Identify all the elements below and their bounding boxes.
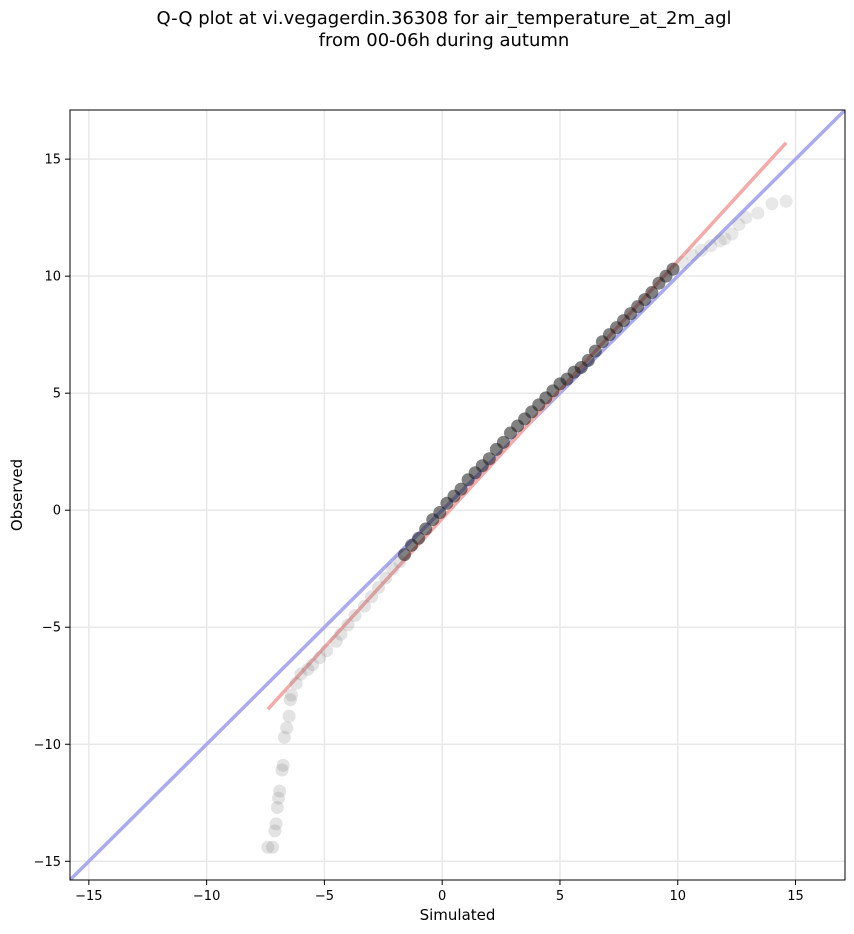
quantile-fit-line: [266, 141, 788, 711]
x-tick-label: −10: [193, 889, 220, 904]
x-tick-label: 10: [669, 889, 686, 904]
qq-point: [419, 522, 433, 536]
qq-point-low-tail: [289, 676, 303, 690]
qq-point-low-tail: [365, 590, 379, 604]
qq-point: [433, 506, 447, 520]
qq-point-low-tail: [280, 721, 294, 735]
qq-point-low-tail: [282, 709, 296, 723]
y-tick-label: −5: [42, 621, 61, 636]
chart-title: Q-Q plot at vi.vegagerdin.36308 for air_…: [0, 8, 854, 52]
qq-point: [666, 262, 680, 276]
qq-point-low-tail: [301, 662, 315, 676]
qq-point-low-tail: [334, 627, 348, 641]
qq-point: [645, 286, 659, 300]
qq-point: [588, 344, 602, 358]
y-tick-label: −15: [34, 855, 61, 870]
qq-point-low-tail: [268, 824, 282, 838]
x-tick-label: −5: [315, 889, 334, 904]
y-tick-label: 15: [44, 153, 61, 168]
qq-point: [412, 531, 426, 545]
qq-point-high-tail: [675, 255, 689, 269]
qq-point-low-tail: [271, 791, 285, 805]
points: [261, 194, 793, 854]
qq-point-low-tail: [273, 784, 287, 798]
qq-point-low-tail: [348, 609, 362, 623]
qq-point-low-tail: [306, 658, 320, 672]
qq-point-low-tail: [357, 599, 371, 613]
y-tick-label: 10: [44, 270, 61, 285]
y-axis-label: Observed: [8, 459, 26, 531]
qq-point-high-tail: [732, 218, 746, 232]
x-tick-label: −15: [75, 889, 102, 904]
qq-point-low-tail: [386, 562, 400, 576]
qq-point-high-tail: [779, 194, 793, 208]
qq-point-high-tail: [713, 234, 727, 248]
qq-point-low-tail: [329, 634, 343, 648]
qq-point-high-tail: [725, 227, 739, 241]
qq-point-high-tail: [718, 232, 732, 246]
qq-point-high-tail: [704, 239, 718, 253]
qq-point-low-tail: [261, 840, 275, 854]
gridlines: [70, 110, 845, 880]
plot-frame: [69, 109, 846, 881]
qq-point-low-tail: [269, 817, 283, 831]
qq-point: [454, 482, 468, 496]
qq-point-low-tail: [276, 758, 290, 772]
x-axis-label: Simulated: [420, 906, 496, 924]
qq-point-low-tail: [284, 688, 298, 702]
qq-point-low-tail: [313, 651, 327, 665]
qq-point-low-tail: [277, 730, 291, 744]
qq-point-low-tail: [372, 580, 386, 594]
x-tick-label: 15: [787, 889, 804, 904]
qq-point-low-tail: [294, 667, 308, 681]
qq-point-low-tail: [341, 618, 355, 632]
x-tick-label: 0: [438, 889, 446, 904]
qq-point-low-tail: [275, 763, 289, 777]
qq-point-low-tail: [270, 800, 284, 814]
qq-point: [482, 452, 496, 466]
qq-point: [581, 353, 595, 367]
qq-point-high-tail: [739, 211, 753, 225]
chart-title-line-2: from 00-06h during autumn: [318, 30, 570, 51]
qq-point-low-tail: [379, 571, 393, 585]
y-tick-label: −10: [34, 738, 61, 753]
y-tick-label: 0: [53, 504, 61, 519]
qq-point-high-tail: [751, 206, 765, 220]
qq-point: [397, 548, 411, 562]
x-tick-label: 5: [556, 889, 564, 904]
qq-point-high-tail: [765, 197, 779, 211]
qq-point-low-tail: [320, 644, 334, 658]
chart-title-line-1: Q-Q plot at vi.vegagerdin.36308 for air_…: [156, 8, 732, 29]
qq-point-low-tail: [283, 693, 297, 707]
y-tick-label: 5: [53, 387, 61, 402]
qq-point: [496, 435, 510, 449]
ticks: −15 −10 −5 0 5 10 15 −15 −10 −5 0 5 10 15: [34, 153, 804, 904]
qq-point-high-tail: [685, 248, 699, 262]
qq-point-high-tail: [694, 243, 708, 257]
qq-point-low-tail: [266, 840, 280, 854]
